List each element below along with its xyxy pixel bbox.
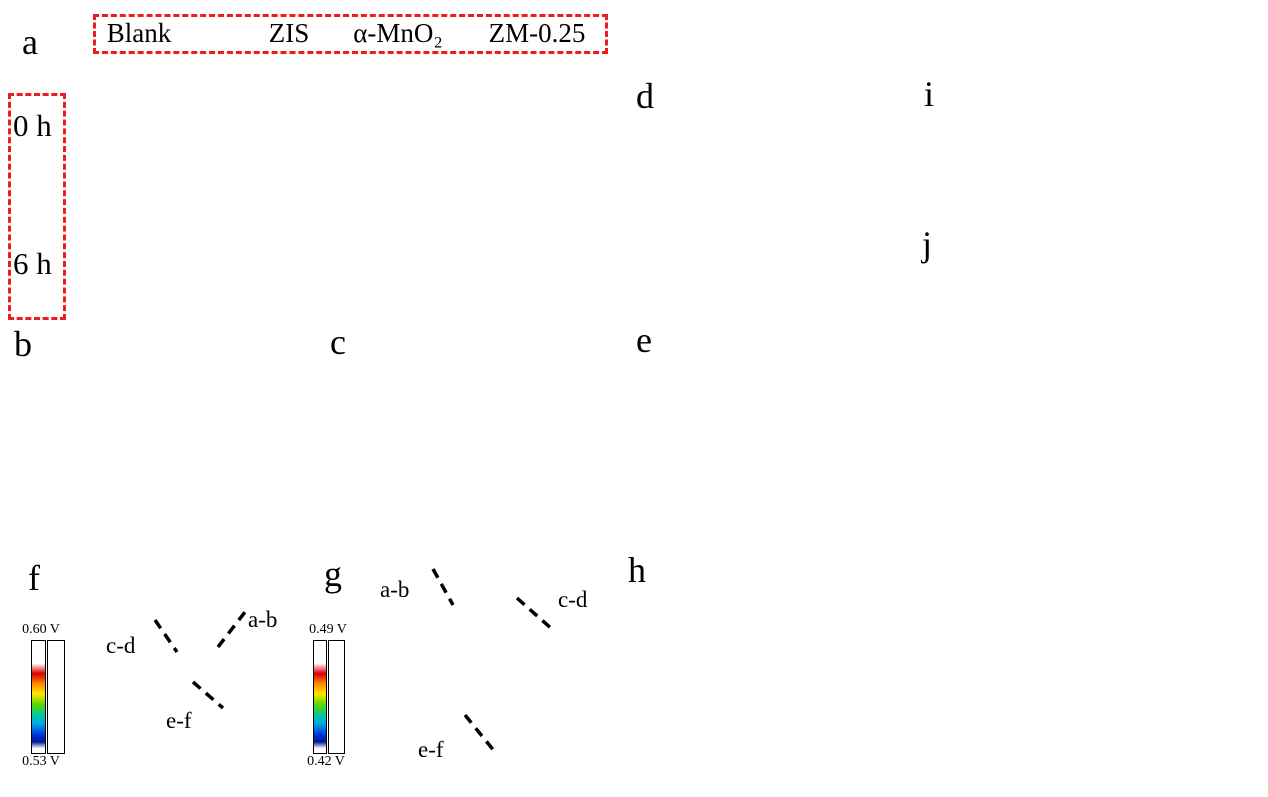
crystal-structures (918, 226, 1268, 792)
histogram-f (47, 640, 65, 754)
survival-rate-chart (20, 328, 332, 568)
cpd-profile-chart (630, 553, 935, 797)
panel-letter-j: j (922, 224, 933, 264)
charge-density-structure (935, 58, 1268, 233)
profile-label-ab: a-b (248, 607, 277, 632)
profile-label-ef: e-f (418, 737, 444, 762)
profile-line-cd (153, 619, 179, 653)
kpfm-map-zm025 (352, 565, 610, 777)
sample-labels-highlight-box (93, 14, 608, 54)
panel-letter-h: h (628, 550, 646, 590)
profile-label-ab: a-b (380, 577, 409, 602)
panel-letter-e: e (636, 320, 652, 360)
colorbar-g-min-label: 0.42 V (307, 754, 345, 769)
panel-letter-f: f (28, 558, 40, 598)
colorbar-f-min-label: 0.53 V (22, 754, 60, 769)
colorbar-g (313, 640, 327, 754)
profile-line-ef (191, 680, 225, 710)
colorbar-f (31, 640, 46, 754)
colorbar-g-max-label: 0.49 V (309, 622, 347, 637)
panel-letter-c: c (330, 322, 346, 362)
ecoli-antibacterial-chart (630, 82, 930, 304)
panel-letter-d: d (636, 76, 654, 116)
kpfm-map-zis (68, 565, 306, 777)
panel-letter-b: b (14, 324, 32, 364)
row-label-6h: 6 h (13, 246, 52, 281)
column-label-blank: Blank (106, 18, 172, 48)
profile-line-cd (515, 596, 555, 632)
panel-letter-a: a (22, 22, 38, 62)
column-label-zis: ZIS (268, 18, 310, 48)
profile-line-ef (463, 713, 497, 754)
row-label-0h: 0 h (13, 108, 52, 143)
colorbar-f-max-label: 0.60 V (22, 622, 60, 637)
column-label-zm025: ZM-0.25 (488, 18, 586, 48)
saureus-antibacterial-chart (630, 330, 930, 570)
panel-letter-g: g (324, 554, 342, 594)
kpfm-map-zm025-overlay: a-b c-d e-f (380, 568, 588, 762)
kpfm-map-zis-overlay: a-b c-d e-f (106, 607, 277, 733)
profile-label-cd: c-d (558, 587, 588, 612)
histogram-g (328, 640, 345, 754)
time-labels-highlight-box (8, 93, 66, 320)
petri-dish-photo (69, 55, 615, 323)
column-label-mno2: α-MnO₂ (353, 18, 443, 48)
profile-line-ab (216, 610, 247, 649)
profile-label-cd: c-d (106, 633, 136, 658)
panel-letter-i: i (924, 74, 935, 114)
profile-line-ab (431, 568, 455, 606)
profile-label-ef: e-f (166, 708, 192, 733)
cycling-antibacterial-chart (320, 325, 635, 565)
